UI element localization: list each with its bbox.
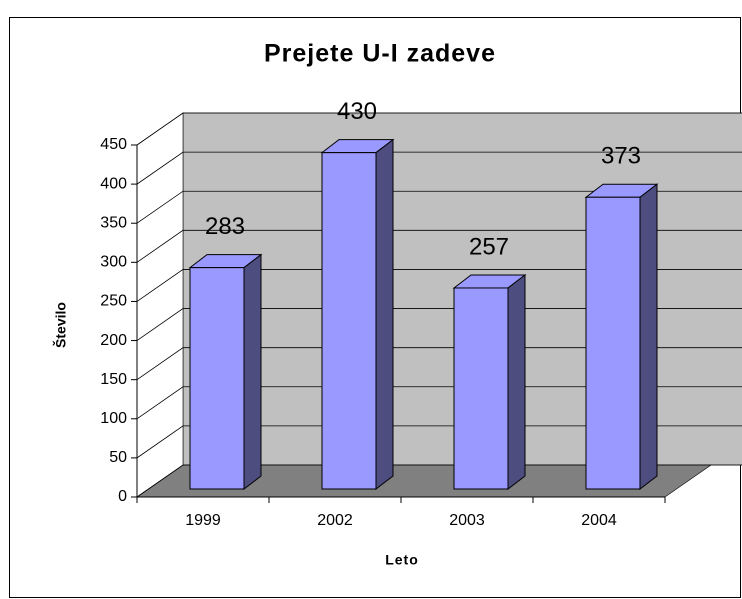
y-tick-label: 0	[118, 488, 127, 505]
grid-line	[136, 151, 742, 185]
chart-title: Prejete U-I zadeve	[264, 40, 496, 68]
grid-line	[136, 464, 742, 498]
grid-line	[136, 229, 742, 263]
x-axis-title: Leto	[385, 552, 419, 568]
y-tick-label: 400	[100, 175, 127, 192]
bar-side	[375, 138, 394, 491]
grid-line	[136, 308, 742, 341]
y-axis-title: Število	[52, 302, 69, 348]
y-tick-label: 250	[100, 293, 127, 310]
bar	[453, 287, 509, 490]
grid-line	[136, 347, 742, 380]
data-label: 373	[601, 143, 641, 170]
data-label: 283	[205, 213, 245, 240]
x-tick-label: 2004	[581, 512, 617, 529]
x-tick-label: 1999	[185, 512, 221, 529]
grid-line	[136, 190, 742, 224]
y-tick-label: 100	[100, 410, 127, 427]
bar-side	[243, 253, 262, 491]
y-tick-label: 150	[100, 371, 127, 388]
x-tick-label: 2002	[317, 512, 353, 529]
grid-line	[136, 425, 742, 459]
grid-line	[136, 269, 742, 302]
x-tick-label: 2003	[449, 512, 485, 529]
side-wall	[136, 112, 184, 498]
bar-side	[639, 183, 658, 491]
data-label: 257	[469, 233, 509, 260]
data-label: 430	[337, 98, 377, 125]
bar	[585, 196, 641, 490]
bar-side	[507, 273, 526, 491]
y-tick-label: 450	[100, 136, 127, 153]
y-tick-label: 300	[100, 254, 127, 271]
bar	[321, 152, 377, 490]
y-tick-label: 350	[100, 214, 127, 231]
grid-line	[136, 112, 742, 146]
y-tick-label: 200	[100, 332, 127, 349]
grid-line	[136, 386, 742, 420]
y-tick-label: 50	[109, 449, 127, 466]
bar	[189, 267, 245, 490]
